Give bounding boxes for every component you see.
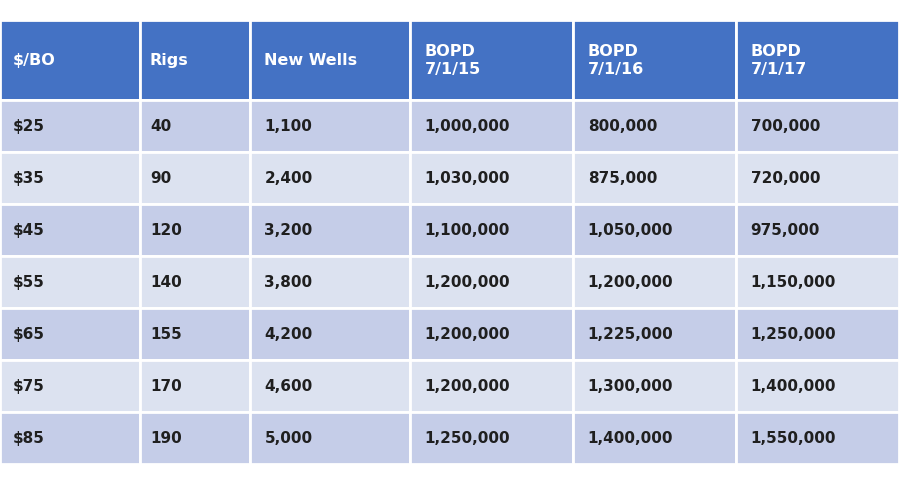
Bar — [410, 152, 573, 204]
Bar — [0, 20, 140, 100]
Text: BOPD
7/1/17: BOPD 7/1/17 — [751, 44, 807, 77]
Text: 975,000: 975,000 — [751, 223, 820, 238]
Text: 1,150,000: 1,150,000 — [751, 274, 836, 289]
Bar — [0, 256, 140, 308]
Text: 800,000: 800,000 — [588, 119, 657, 134]
Bar — [0, 100, 140, 152]
Bar — [140, 308, 250, 360]
Bar — [250, 256, 410, 308]
Bar — [250, 100, 410, 152]
Bar — [573, 412, 736, 464]
Text: New Wells: New Wells — [264, 53, 358, 68]
Text: $35: $35 — [13, 171, 44, 186]
Bar — [736, 100, 899, 152]
Text: 1,100: 1,100 — [264, 119, 312, 134]
Bar — [736, 256, 899, 308]
Text: 1,300,000: 1,300,000 — [588, 378, 673, 393]
Bar — [410, 256, 573, 308]
Bar — [250, 204, 410, 256]
Text: 1,200,000: 1,200,000 — [424, 326, 511, 341]
Bar — [736, 20, 899, 100]
Text: 1,200,000: 1,200,000 — [424, 274, 511, 289]
Text: 3,800: 3,800 — [264, 274, 313, 289]
Bar — [250, 360, 410, 412]
Bar — [573, 256, 736, 308]
Text: 1,250,000: 1,250,000 — [424, 430, 511, 445]
Bar — [736, 412, 899, 464]
Bar — [736, 152, 899, 204]
Text: BOPD
7/1/16: BOPD 7/1/16 — [588, 44, 644, 77]
Bar — [573, 204, 736, 256]
Bar — [140, 152, 250, 204]
Text: 1,030,000: 1,030,000 — [424, 171, 510, 186]
Text: BOPD
7/1/15: BOPD 7/1/15 — [424, 44, 481, 77]
Bar — [736, 308, 899, 360]
Text: 1,050,000: 1,050,000 — [588, 223, 673, 238]
Bar — [573, 308, 736, 360]
Bar — [140, 204, 250, 256]
Text: 170: 170 — [150, 378, 182, 393]
Bar — [250, 152, 410, 204]
Bar — [410, 308, 573, 360]
Text: 155: 155 — [150, 326, 182, 341]
Bar — [410, 20, 573, 100]
Bar — [140, 20, 250, 100]
Text: 3,200: 3,200 — [264, 223, 313, 238]
Bar — [573, 100, 736, 152]
Bar — [410, 204, 573, 256]
Bar — [573, 152, 736, 204]
Text: 120: 120 — [150, 223, 182, 238]
Text: 4,200: 4,200 — [264, 326, 313, 341]
Text: $65: $65 — [13, 326, 45, 341]
Bar — [140, 256, 250, 308]
Text: 1,550,000: 1,550,000 — [751, 430, 836, 445]
Text: 1,400,000: 1,400,000 — [751, 378, 836, 393]
Text: 875,000: 875,000 — [588, 171, 657, 186]
Text: 90: 90 — [150, 171, 171, 186]
Text: 700,000: 700,000 — [751, 119, 820, 134]
Bar — [0, 412, 140, 464]
Bar — [0, 308, 140, 360]
Bar — [736, 204, 899, 256]
Bar — [250, 308, 410, 360]
Text: 1,250,000: 1,250,000 — [751, 326, 836, 341]
Bar — [250, 412, 410, 464]
Bar — [250, 20, 410, 100]
Bar — [0, 152, 140, 204]
Text: 1,000,000: 1,000,000 — [424, 119, 510, 134]
Text: 5,000: 5,000 — [264, 430, 313, 445]
Text: $45: $45 — [13, 223, 44, 238]
Bar — [736, 360, 899, 412]
Text: $25: $25 — [13, 119, 45, 134]
Bar — [0, 360, 140, 412]
Text: 1,225,000: 1,225,000 — [588, 326, 673, 341]
Text: 720,000: 720,000 — [751, 171, 820, 186]
Text: 4,600: 4,600 — [264, 378, 313, 393]
Bar — [573, 20, 736, 100]
Bar — [410, 412, 573, 464]
Bar — [410, 360, 573, 412]
Text: 1,400,000: 1,400,000 — [588, 430, 673, 445]
Text: 1,200,000: 1,200,000 — [424, 378, 511, 393]
Text: $85: $85 — [13, 430, 44, 445]
Bar — [140, 360, 250, 412]
Text: 140: 140 — [150, 274, 182, 289]
Bar — [0, 204, 140, 256]
Text: $55: $55 — [13, 274, 44, 289]
Text: 190: 190 — [150, 430, 182, 445]
Text: 1,100,000: 1,100,000 — [424, 223, 510, 238]
Bar — [140, 412, 250, 464]
Text: $/BO: $/BO — [13, 53, 56, 68]
Bar — [140, 100, 250, 152]
Bar — [573, 360, 736, 412]
Text: 40: 40 — [150, 119, 171, 134]
Text: 2,400: 2,400 — [264, 171, 313, 186]
Text: $75: $75 — [13, 378, 44, 393]
Text: Rigs: Rigs — [150, 53, 189, 68]
Bar — [410, 100, 573, 152]
Text: 1,200,000: 1,200,000 — [588, 274, 673, 289]
